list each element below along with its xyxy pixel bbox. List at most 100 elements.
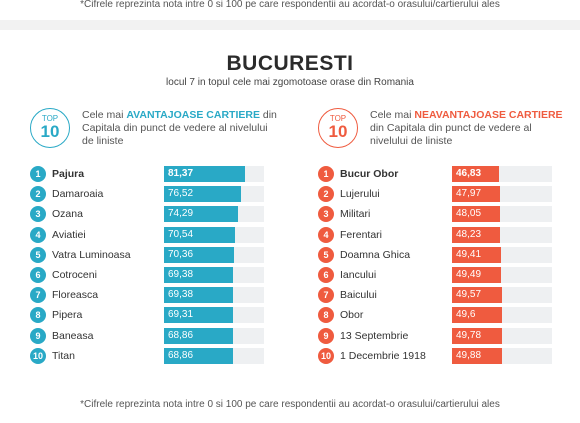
bar-track: 69,38 — [164, 287, 264, 304]
bar — [164, 287, 234, 304]
badge-top-label: TOP — [329, 114, 347, 123]
ranking-row: 8 Pipera 69,31 — [30, 305, 280, 325]
heading-post: din Capitala din punct de vedere al nive… — [370, 122, 532, 147]
bar — [452, 206, 501, 223]
bar — [164, 347, 233, 364]
rank-number: 1 — [30, 166, 46, 182]
bar — [452, 327, 502, 344]
bar-track: 49,6 — [452, 307, 552, 324]
value-label: 49,6 — [456, 309, 476, 321]
value-label: 70,54 — [168, 228, 194, 240]
bar — [164, 307, 234, 324]
footnote: *Cifrele reprezinta nota intre 0 si 100 … — [80, 399, 500, 410]
rank-number: 2 — [30, 186, 46, 203]
bar-track: 70,54 — [164, 226, 264, 243]
rank-number: 3 — [30, 206, 46, 223]
ranking-row: 5 Vatra Luminoasa 70,36 — [30, 245, 280, 265]
value-label: 49,88 — [456, 349, 482, 361]
rank-number: 2 — [318, 186, 334, 203]
category-label: Floreasca — [52, 289, 99, 302]
bar — [164, 246, 235, 263]
rank-number: 8 — [30, 307, 46, 324]
category-label: Militari — [340, 208, 371, 221]
bar — [452, 347, 502, 364]
rank-number: 3 — [318, 206, 334, 223]
panel-heading: Cele mai AVANTAJOASE CARTIERE din Capita… — [82, 109, 282, 148]
ranking-rows: 1 Bucur Obor 46,83 2 Lujerului 47,97 3 Militari… — [318, 164, 568, 366]
heading-pre: Cele mai — [370, 109, 415, 121]
rank-number: 4 — [30, 226, 46, 243]
bar — [452, 246, 502, 263]
top10-badge: TOP 10 — [30, 108, 70, 148]
value-label: 48,05 — [456, 208, 482, 220]
category-label: Aviatiei — [52, 228, 86, 241]
bar-track: 47,97 — [452, 186, 552, 203]
top10-badge: TOP 10 — [318, 108, 358, 148]
rank-number: 4 — [318, 226, 334, 243]
value-label: 49,57 — [456, 289, 482, 301]
bar-track: 76,52 — [164, 186, 264, 203]
bar-track: 81,37 — [164, 166, 264, 182]
value-label: 69,38 — [168, 289, 194, 301]
ranking-row: 7 Baicului 49,57 — [318, 285, 568, 305]
badge-number: 10 — [328, 122, 348, 141]
category-label: Cotroceni — [52, 268, 97, 281]
ranking-row: 10 1 Decembrie 1918 49,88 — [318, 346, 568, 366]
value-label: 70,36 — [168, 248, 194, 260]
bar-track: 48,05 — [452, 206, 552, 223]
category-label: Iancului — [340, 268, 377, 281]
bar — [164, 266, 234, 283]
ranking-rows: 1 Pajura 81,37 2 Damaroaia 76,52 3 Ozana 74,29 4 A… — [30, 164, 280, 366]
bar-track: 68,86 — [164, 327, 264, 344]
category-label: Titan — [52, 349, 75, 362]
value-label: 68,86 — [168, 329, 194, 341]
category-label: Damaroaia — [52, 188, 104, 201]
ranking-row: 3 Militari 48,05 — [318, 204, 568, 224]
rank-number: 10 — [318, 347, 334, 364]
ranking-row: 2 Lujerului 47,97 — [318, 184, 568, 204]
value-label: 68,86 — [168, 349, 194, 361]
ranking-row: 9 13 Septembrie 49,78 — [318, 326, 568, 346]
category-label: Doamna Ghica — [340, 248, 411, 261]
bar — [452, 287, 502, 304]
ranking-row: 4 Aviatiei 70,54 — [30, 225, 280, 245]
category-label: Pajura — [52, 168, 85, 180]
value-label: 47,97 — [456, 188, 482, 200]
value-label: 48,23 — [456, 228, 482, 240]
bar-track: 49,49 — [452, 266, 552, 283]
ranking-row: 10 Titan 68,86 — [30, 346, 280, 366]
badge-number: 10 — [40, 122, 60, 141]
value-label: 69,31 — [168, 309, 194, 321]
bar-track: 49,41 — [452, 246, 552, 263]
bar-track: 49,57 — [452, 287, 552, 304]
category-label: Lujerului — [340, 188, 380, 201]
rank-number: 7 — [30, 287, 46, 304]
bar-track: 70,36 — [164, 246, 264, 263]
rank-number: 10 — [30, 347, 46, 364]
value-label: 49,78 — [456, 329, 482, 341]
category-label: 13 Septembrie — [340, 329, 409, 342]
bar — [164, 226, 235, 243]
rank-number: 6 — [30, 266, 46, 283]
value-label: 76,52 — [168, 188, 194, 200]
category-label: Ferentari — [340, 228, 383, 241]
bar-track: 49,88 — [452, 347, 552, 364]
ranking-row: 6 Cotroceni 69,38 — [30, 265, 280, 285]
ranking-row: 2 Damaroaia 76,52 — [30, 184, 280, 204]
bar-track: 69,38 — [164, 266, 264, 283]
bar-track: 69,31 — [164, 307, 264, 324]
ranking-row: 8 Obor 49,6 — [318, 305, 568, 325]
value-label: 74,29 — [168, 208, 194, 220]
page-title: BUCURESTI — [226, 52, 354, 75]
panel-heading: Cele mai NEAVANTAJOASE CARTIERE din Capi… — [370, 109, 570, 148]
ranking-row: 5 Doamna Ghica 49,41 — [318, 245, 568, 265]
rank-number: 7 — [318, 287, 334, 304]
bar — [452, 307, 502, 324]
bar — [452, 186, 500, 203]
bar-track: 68,86 — [164, 347, 264, 364]
category-label: 1 Decembrie 1918 — [340, 349, 426, 362]
bar — [164, 206, 239, 223]
badge-top-label: TOP — [41, 114, 59, 123]
bar — [452, 166, 499, 182]
rank-number: 8 — [318, 307, 334, 324]
